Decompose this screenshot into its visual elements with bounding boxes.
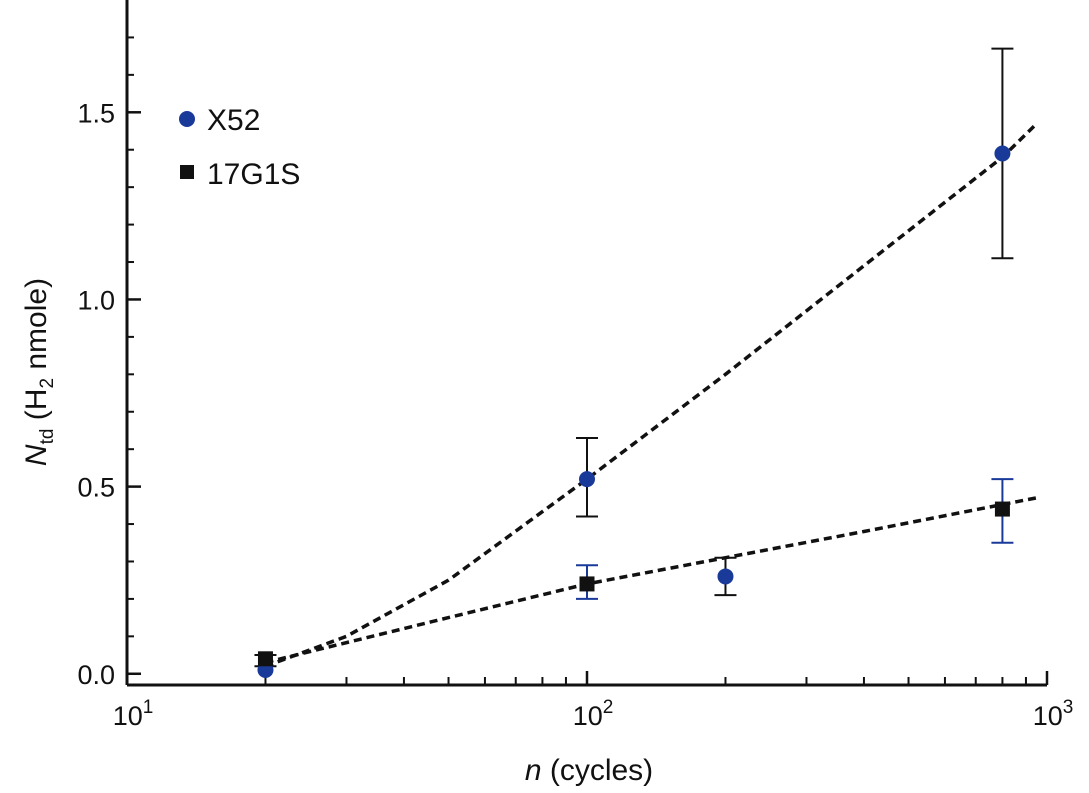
data-points bbox=[257, 145, 1011, 679]
ticks: 0.0 0.5 1.0 1.5 101 102 103 bbox=[77, 36, 1074, 731]
x-tick-label: 102 bbox=[573, 697, 614, 731]
point-17g1s bbox=[994, 501, 1010, 517]
y-tick-label: 1.5 bbox=[77, 98, 115, 128]
x-tick-label: 103 bbox=[1033, 697, 1074, 731]
x-tick-label: 101 bbox=[113, 697, 154, 731]
legend-marker-x52 bbox=[179, 111, 195, 127]
x-axis-label: n (cycles) bbox=[525, 754, 653, 787]
y-tick-label: 0.0 bbox=[77, 660, 115, 690]
x-axis-label-symbol: n bbox=[525, 754, 542, 787]
fit-lines bbox=[264, 122, 1039, 668]
y-axis-label-text: (H bbox=[20, 389, 53, 429]
x-axis-label-text: (cycles) bbox=[542, 754, 654, 787]
fit-line-17g1s bbox=[265, 496, 1038, 665]
point-x52 bbox=[717, 568, 734, 585]
y-axis-label-subscript: td bbox=[37, 429, 58, 445]
legend-label-x52: X52 bbox=[207, 104, 260, 137]
y-axis-label: Ntd (H2 nmole) bbox=[20, 278, 58, 466]
point-x52 bbox=[994, 145, 1011, 162]
fit-line-x52 bbox=[264, 122, 1039, 668]
point-17g1s bbox=[579, 576, 595, 592]
y-axis-label-text-end: nmole) bbox=[20, 278, 53, 378]
point-x52 bbox=[579, 471, 595, 488]
legend-label-17g1s: 17G1S bbox=[207, 158, 300, 191]
y-tick-label: 1.0 bbox=[77, 285, 115, 315]
y-axis-label-symbol: N bbox=[20, 444, 53, 466]
y-tick-label: 0.5 bbox=[77, 473, 115, 503]
point-17g1s bbox=[257, 651, 273, 667]
legend-marker-17g1s bbox=[180, 165, 194, 179]
legend: X52 17G1S bbox=[179, 104, 300, 191]
y-axis-label-subscript-2: 2 bbox=[37, 378, 58, 389]
